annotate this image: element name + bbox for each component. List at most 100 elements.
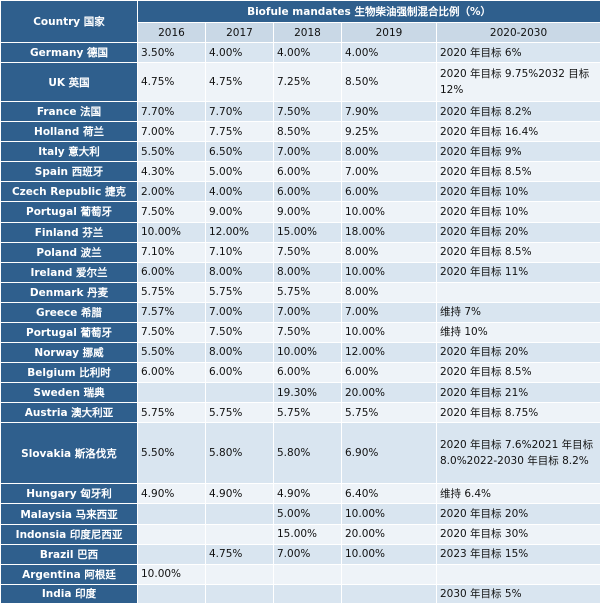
mandate-cell: 6.00% [137,361,206,384]
mandate-cell: 20.00% [341,382,437,404]
mandate-cell: 10.00% [341,201,437,223]
year-header-2018: 2018 [273,22,342,43]
mandate-cell: 8.00% [205,341,274,363]
table-row: Brazil 巴西 4.75% 7.00% 10.00% 2023 年目标 15% [0,543,600,565]
target-cell: 2020 年目标 10% [435,181,600,203]
mandate-cell: 6.50% [205,141,274,163]
mandate-cell: 8.00% [341,241,437,263]
table-row: Norway 挪威 5.50% 8.00% 10.00% 12.00% 2020 年目标 … [0,341,600,363]
mandate-cell: 10.00% [273,341,342,363]
mandate-cell [205,523,274,545]
mandate-cell: 7.70% [137,101,206,123]
country-name: Brazil 巴西 [0,543,138,565]
mandate-cell: 10.00% [341,261,437,283]
country-header: Country 国家 [0,0,138,43]
mandate-cell: 6.00% [273,181,342,203]
mandate-cell: 4.90% [205,483,274,505]
mandate-cell: 12.00% [341,341,437,363]
table-row: Italy 意大利 5.50% 6.50% 7.00% 8.00% 2020 年目标 9% [0,141,600,163]
mandate-cell: 8.50% [273,121,342,143]
mandate-cell: 15.00% [273,221,342,243]
mandate-cell: 6.00% [341,181,437,203]
target-cell: 维持 6.4% [435,483,600,505]
target-cell: 2020 年目标 10% [435,201,600,223]
mandate-cell: 7.00% [137,121,206,143]
mandate-cell: 5.50% [137,422,206,485]
country-name: Malaysia 马来西亚 [0,503,138,525]
mandate-cell: 8.00% [205,261,274,283]
target-cell: 2020 年目标 20% [435,221,600,243]
mandate-cell [273,563,342,585]
table-row: Indonsia 印度尼西亚 15.00% 20.00% 2020 年目标 30% [0,523,600,545]
target-cell: 2020 年目标 9% [435,141,600,163]
table-row: Poland 波兰 7.10% 7.10% 7.50% 8.00% 2020 年目标 8.… [0,241,600,263]
mandate-cell: 6.00% [205,361,274,384]
target-cell: 2020 年目标 9.75%2032 目标 12% [435,62,600,103]
target-cell: 2020 年目标 30% [435,523,600,545]
mandate-cell: 7.75% [205,121,274,143]
target-cell [435,281,600,303]
mandate-cell: 7.00% [205,301,274,323]
mandate-cell: 7.50% [137,321,206,343]
table-row: Holland 荷兰 7.00% 7.75% 8.50% 9.25% 2020 年目标 1… [0,121,600,143]
country-name: Portugal 葡萄牙 [0,201,138,223]
mandate-cell: 5.75% [205,281,274,303]
mandate-cell [137,583,206,604]
mandate-cell [137,382,206,404]
mandate-cell: 9.00% [205,201,274,223]
year-header-2020-2030: 2020-2030 [435,22,600,43]
target-cell: 2020 年目标 16.4% [435,121,600,143]
mandate-cell [137,503,206,525]
mandate-cell: 7.70% [205,101,274,123]
mandate-cell: 10.00% [341,543,437,565]
country-name: Czech Republic 捷克 [0,181,138,203]
mandate-cell: 10.00% [137,563,206,585]
target-cell: 2020 年目标 8.75% [435,402,600,424]
country-name: Belgium 比利时 [0,361,138,384]
table-row: Argentina 阿根廷 10.00% [0,563,600,585]
table-row: Austria 澳大利亚 5.75% 5.75% 5.75% 5.75% 2020 年目标… [0,402,600,424]
mandate-cell: 7.00% [341,301,437,323]
mandate-cell: 6.00% [341,361,437,384]
mandate-cell: 5.75% [137,281,206,303]
mandate-cell [137,523,206,545]
target-cell: 2023 年目标 15% [435,543,600,565]
country-name: UK 英国 [0,62,138,103]
table-row: Denmark 丹麦 5.75% 5.75% 5.75% 8.00% [0,281,600,303]
target-cell: 维持 7% [435,301,600,323]
table-row: Czech Republic 捷克 2.00% 4.00% 6.00% 6.00% 202… [0,181,600,203]
table-row: Sweden 瑞典 19.30% 20.00% 2020 年目标 21% [0,382,600,404]
mandate-cell: 5.75% [341,402,437,424]
year-header-2017: 2017 [205,22,274,43]
mandate-cell: 7.10% [137,241,206,263]
mandate-cell [273,583,342,604]
mandate-cell: 6.00% [137,261,206,283]
mandate-cell: 5.00% [205,161,274,183]
table-row: Portugal 葡萄牙 7.50% 7.50% 7.50% 10.00% 维持 10% [0,321,600,343]
mandate-cell: 4.75% [205,62,274,103]
mandate-cell: 7.25% [273,62,342,103]
mandate-cell: 4.75% [205,543,274,565]
mandate-cell: 8.00% [341,281,437,303]
target-cell: 2020 年目标 8.5% [435,361,600,384]
mandate-cell: 7.50% [205,321,274,343]
country-name: Argentina 阿根廷 [0,563,138,585]
mandate-cell: 15.00% [273,523,342,545]
mandate-cell [205,583,274,604]
target-cell: 2020 年目标 8.2% [435,101,600,123]
mandate-cell: 5.75% [273,281,342,303]
mandate-cell: 10.00% [137,221,206,243]
mandate-cell: 7.00% [273,301,342,323]
mandate-cell [341,583,437,604]
mandate-cell: 4.30% [137,161,206,183]
mandate-cell: 9.25% [341,121,437,143]
target-cell: 2020 年目标 6% [435,41,600,64]
mandate-cell: 7.00% [273,543,342,565]
mandate-cell: 5.50% [137,141,206,163]
target-cell: 维持 10% [435,321,600,343]
mandate-cell: 5.75% [273,402,342,424]
mandate-cell: 10.00% [341,503,437,525]
mandate-cell: 8.50% [341,62,437,103]
mandate-cell: 4.75% [137,62,206,103]
